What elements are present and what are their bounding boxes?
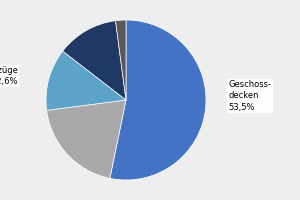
- Text: Geschoss-
decken
53,5%: Geschoss- decken 53,5%: [228, 80, 272, 112]
- Text: Unterzüge
12,6%: Unterzüge 12,6%: [0, 66, 18, 86]
- Wedge shape: [63, 21, 126, 100]
- Wedge shape: [110, 20, 206, 180]
- Wedge shape: [46, 51, 126, 110]
- Wedge shape: [116, 20, 126, 100]
- Wedge shape: [47, 100, 126, 178]
